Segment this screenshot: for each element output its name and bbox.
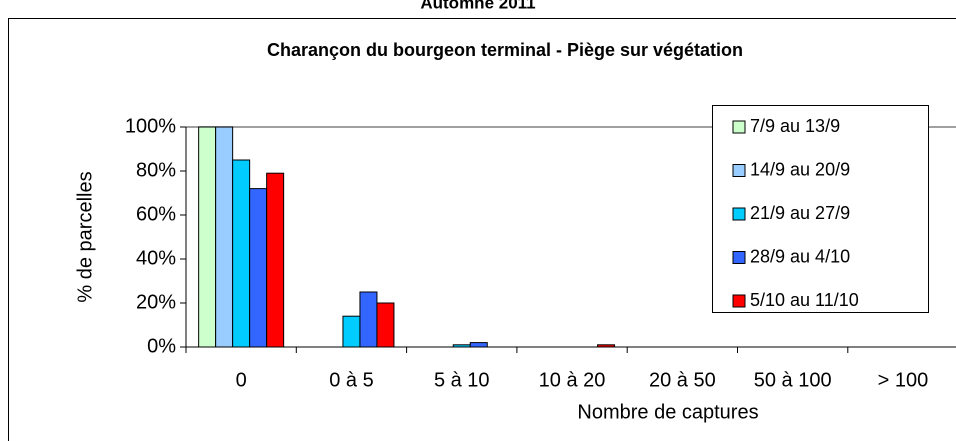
legend-swatch [732, 207, 746, 221]
y-tick-label: 40% [136, 247, 176, 269]
x-tick-label: 0 [236, 369, 247, 391]
y-tick-label: 0% [147, 335, 176, 357]
chart-title: Charançon du bourgeon terminal - Piège s… [267, 40, 743, 60]
x-tick-label: 20 à 50 [649, 369, 716, 391]
legend-label: 14/9 au 20/9 [750, 159, 850, 179]
legend-label: 5/10 au 11/10 [750, 290, 859, 310]
bar [359, 291, 378, 348]
legend-label: 7/9 au 13/9 [750, 116, 840, 136]
bar [232, 159, 251, 348]
legend-swatch [732, 120, 746, 134]
bar [249, 188, 268, 348]
bar [215, 126, 234, 348]
y-axis-label: % de parcelles [74, 171, 96, 302]
y-tick-label: 100% [125, 115, 176, 137]
legend-box [712, 105, 929, 313]
y-tick-label: 20% [136, 291, 176, 313]
bar [376, 302, 395, 348]
legend-label: 28/9 au 4/10 [750, 246, 850, 266]
bar [342, 315, 361, 348]
legend-swatch [732, 294, 746, 308]
x-axis-label: Nombre de captures [577, 401, 758, 423]
x-tick-label: 50 à 100 [754, 369, 832, 391]
y-tick-label: 60% [136, 203, 176, 225]
x-tick-label: > 100 [878, 369, 929, 391]
x-tick-label: 10 à 20 [539, 369, 606, 391]
bar [266, 172, 285, 348]
bar [469, 342, 488, 348]
legend-swatch [732, 164, 746, 177]
x-tick-label: 0 à 5 [329, 369, 373, 391]
x-tick-label: 5 à 10 [434, 369, 490, 391]
legend-swatch [732, 251, 746, 264]
chart-suptitle: Automne 2011 [420, 0, 535, 12]
y-tick-label: 80% [136, 159, 176, 181]
bar [198, 126, 217, 348]
legend-label: 21/9 au 27/9 [750, 203, 850, 223]
